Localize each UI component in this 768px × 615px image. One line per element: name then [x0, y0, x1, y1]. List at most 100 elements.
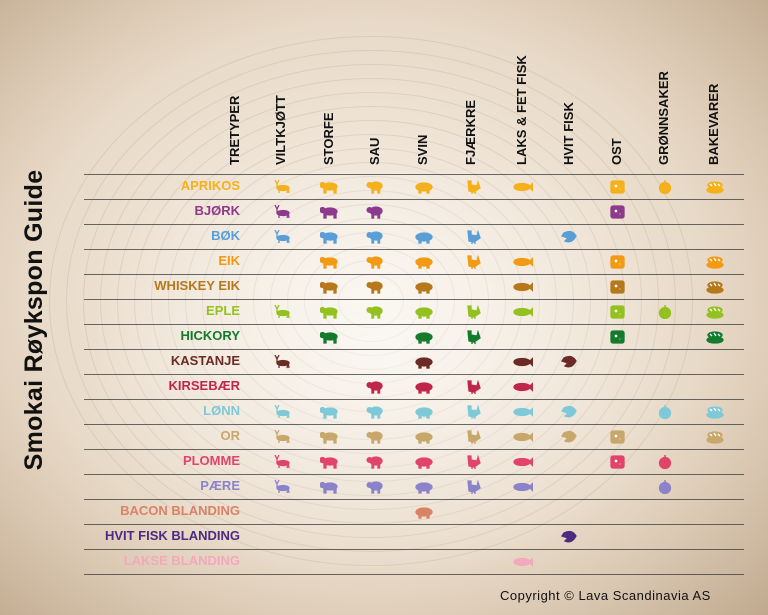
row-divider	[84, 574, 744, 575]
row-divider	[84, 299, 744, 300]
column-header-label: HVIT FISK	[561, 102, 576, 165]
cow-icon	[319, 455, 340, 469]
wood-type-label: APRIKOS	[180, 178, 240, 193]
row-divider	[84, 224, 744, 225]
wood-type-label: OR	[220, 428, 241, 443]
salmon-icon	[513, 480, 534, 494]
cow-icon	[319, 305, 340, 319]
column-header-label: SAU	[367, 137, 382, 165]
cow-icon	[319, 405, 340, 419]
whitefish-icon	[560, 230, 580, 244]
deer-icon	[272, 179, 292, 194]
column-header-label: SVIN	[415, 134, 430, 165]
chicken-icon	[462, 454, 482, 469]
bread-icon	[705, 405, 725, 419]
wood-type-label: KASTANJE	[170, 353, 240, 368]
column-header: SAU	[367, 138, 387, 180]
wood-type-label: KIRSEBÆR	[168, 378, 240, 393]
deer-icon	[272, 204, 292, 219]
deer-icon	[272, 229, 292, 244]
column-header-label: BAKEVARER	[706, 83, 721, 165]
chicken-icon	[462, 429, 482, 444]
wood-type-label: LAKSE BLANDING	[123, 553, 240, 568]
wood-type-label: BJØRK	[194, 203, 240, 218]
whitefish-icon	[560, 530, 580, 544]
column-header-label: FJÆRKRE	[463, 99, 478, 165]
copyright: Copyright © Lava Scandinavia AS	[500, 588, 711, 603]
row-divider	[84, 449, 744, 450]
salmon-icon	[513, 405, 534, 419]
bread-icon	[705, 330, 725, 344]
column-header: GRØNNSAKER	[656, 71, 676, 180]
column-header-label: OST	[609, 138, 624, 165]
vegetable-icon	[655, 455, 675, 470]
pig-icon	[414, 330, 434, 344]
column-header: BAKEVARER	[706, 84, 726, 180]
sheep-icon	[366, 230, 386, 244]
salmon-icon	[513, 280, 534, 294]
vegetable-icon	[655, 405, 675, 420]
cheese-icon	[608, 205, 628, 219]
wood-type-label: WHISKEY EIK	[154, 278, 240, 293]
cow-icon	[319, 280, 340, 294]
pig-icon	[414, 255, 434, 269]
sheep-icon	[366, 255, 386, 269]
row-divider	[84, 174, 744, 175]
chicken-icon	[462, 254, 482, 269]
column-header: STORFE	[321, 113, 341, 180]
column-header-label: VILTKJØTT	[273, 95, 288, 165]
whitefish-icon	[560, 355, 580, 369]
whitefish-icon	[560, 430, 580, 444]
cow-icon	[319, 330, 340, 344]
row-divider	[84, 349, 744, 350]
wood-type-label: EIK	[218, 253, 240, 268]
vegetable-icon	[655, 305, 675, 320]
deer-icon	[272, 404, 292, 419]
cheese-icon	[608, 455, 628, 469]
cow-icon	[319, 180, 340, 194]
row-divider	[84, 374, 744, 375]
row-divider	[84, 249, 744, 250]
pig-icon	[414, 405, 434, 419]
row-divider	[84, 424, 744, 425]
row-divider	[84, 199, 744, 200]
bread-icon	[705, 280, 725, 294]
cheese-icon	[608, 430, 628, 444]
pig-icon	[414, 355, 434, 369]
row-divider	[84, 524, 744, 525]
row-divider	[84, 499, 744, 500]
sheep-icon	[366, 455, 386, 469]
pig-icon	[414, 305, 434, 319]
pig-icon	[414, 480, 434, 494]
column-header: SVIN	[415, 135, 435, 180]
pig-icon	[414, 380, 434, 394]
chicken-icon	[462, 479, 482, 494]
wood-type-label: PLOMME	[182, 453, 240, 468]
chicken-icon	[462, 229, 482, 244]
column-header-label: STORFE	[321, 112, 336, 166]
pig-icon	[414, 430, 434, 444]
chicken-icon	[462, 379, 482, 394]
vegetable-icon	[655, 180, 675, 195]
cow-icon	[319, 230, 340, 244]
cow-icon	[319, 430, 340, 444]
cheese-icon	[608, 330, 628, 344]
column-header: LAKS & FET FISK	[514, 55, 534, 180]
cow-icon	[319, 480, 340, 494]
whitefish-icon	[560, 405, 580, 419]
cow-icon	[319, 205, 340, 219]
wood-type-label: BØK	[211, 228, 240, 243]
salmon-icon	[513, 355, 534, 369]
salmon-icon	[513, 455, 534, 469]
pig-icon	[414, 505, 434, 519]
row-divider	[84, 399, 744, 400]
pig-icon	[414, 455, 434, 469]
sheep-icon	[366, 480, 386, 494]
sheep-icon	[366, 280, 386, 294]
wood-type-label: HICKORY	[180, 328, 240, 343]
bread-icon	[705, 430, 725, 444]
chicken-icon	[462, 304, 482, 319]
column-header-label: LAKS & FET FISK	[514, 55, 529, 165]
wood-type-label: BACON BLANDING	[120, 503, 240, 518]
column-header: VILTKJØTT	[273, 95, 293, 180]
